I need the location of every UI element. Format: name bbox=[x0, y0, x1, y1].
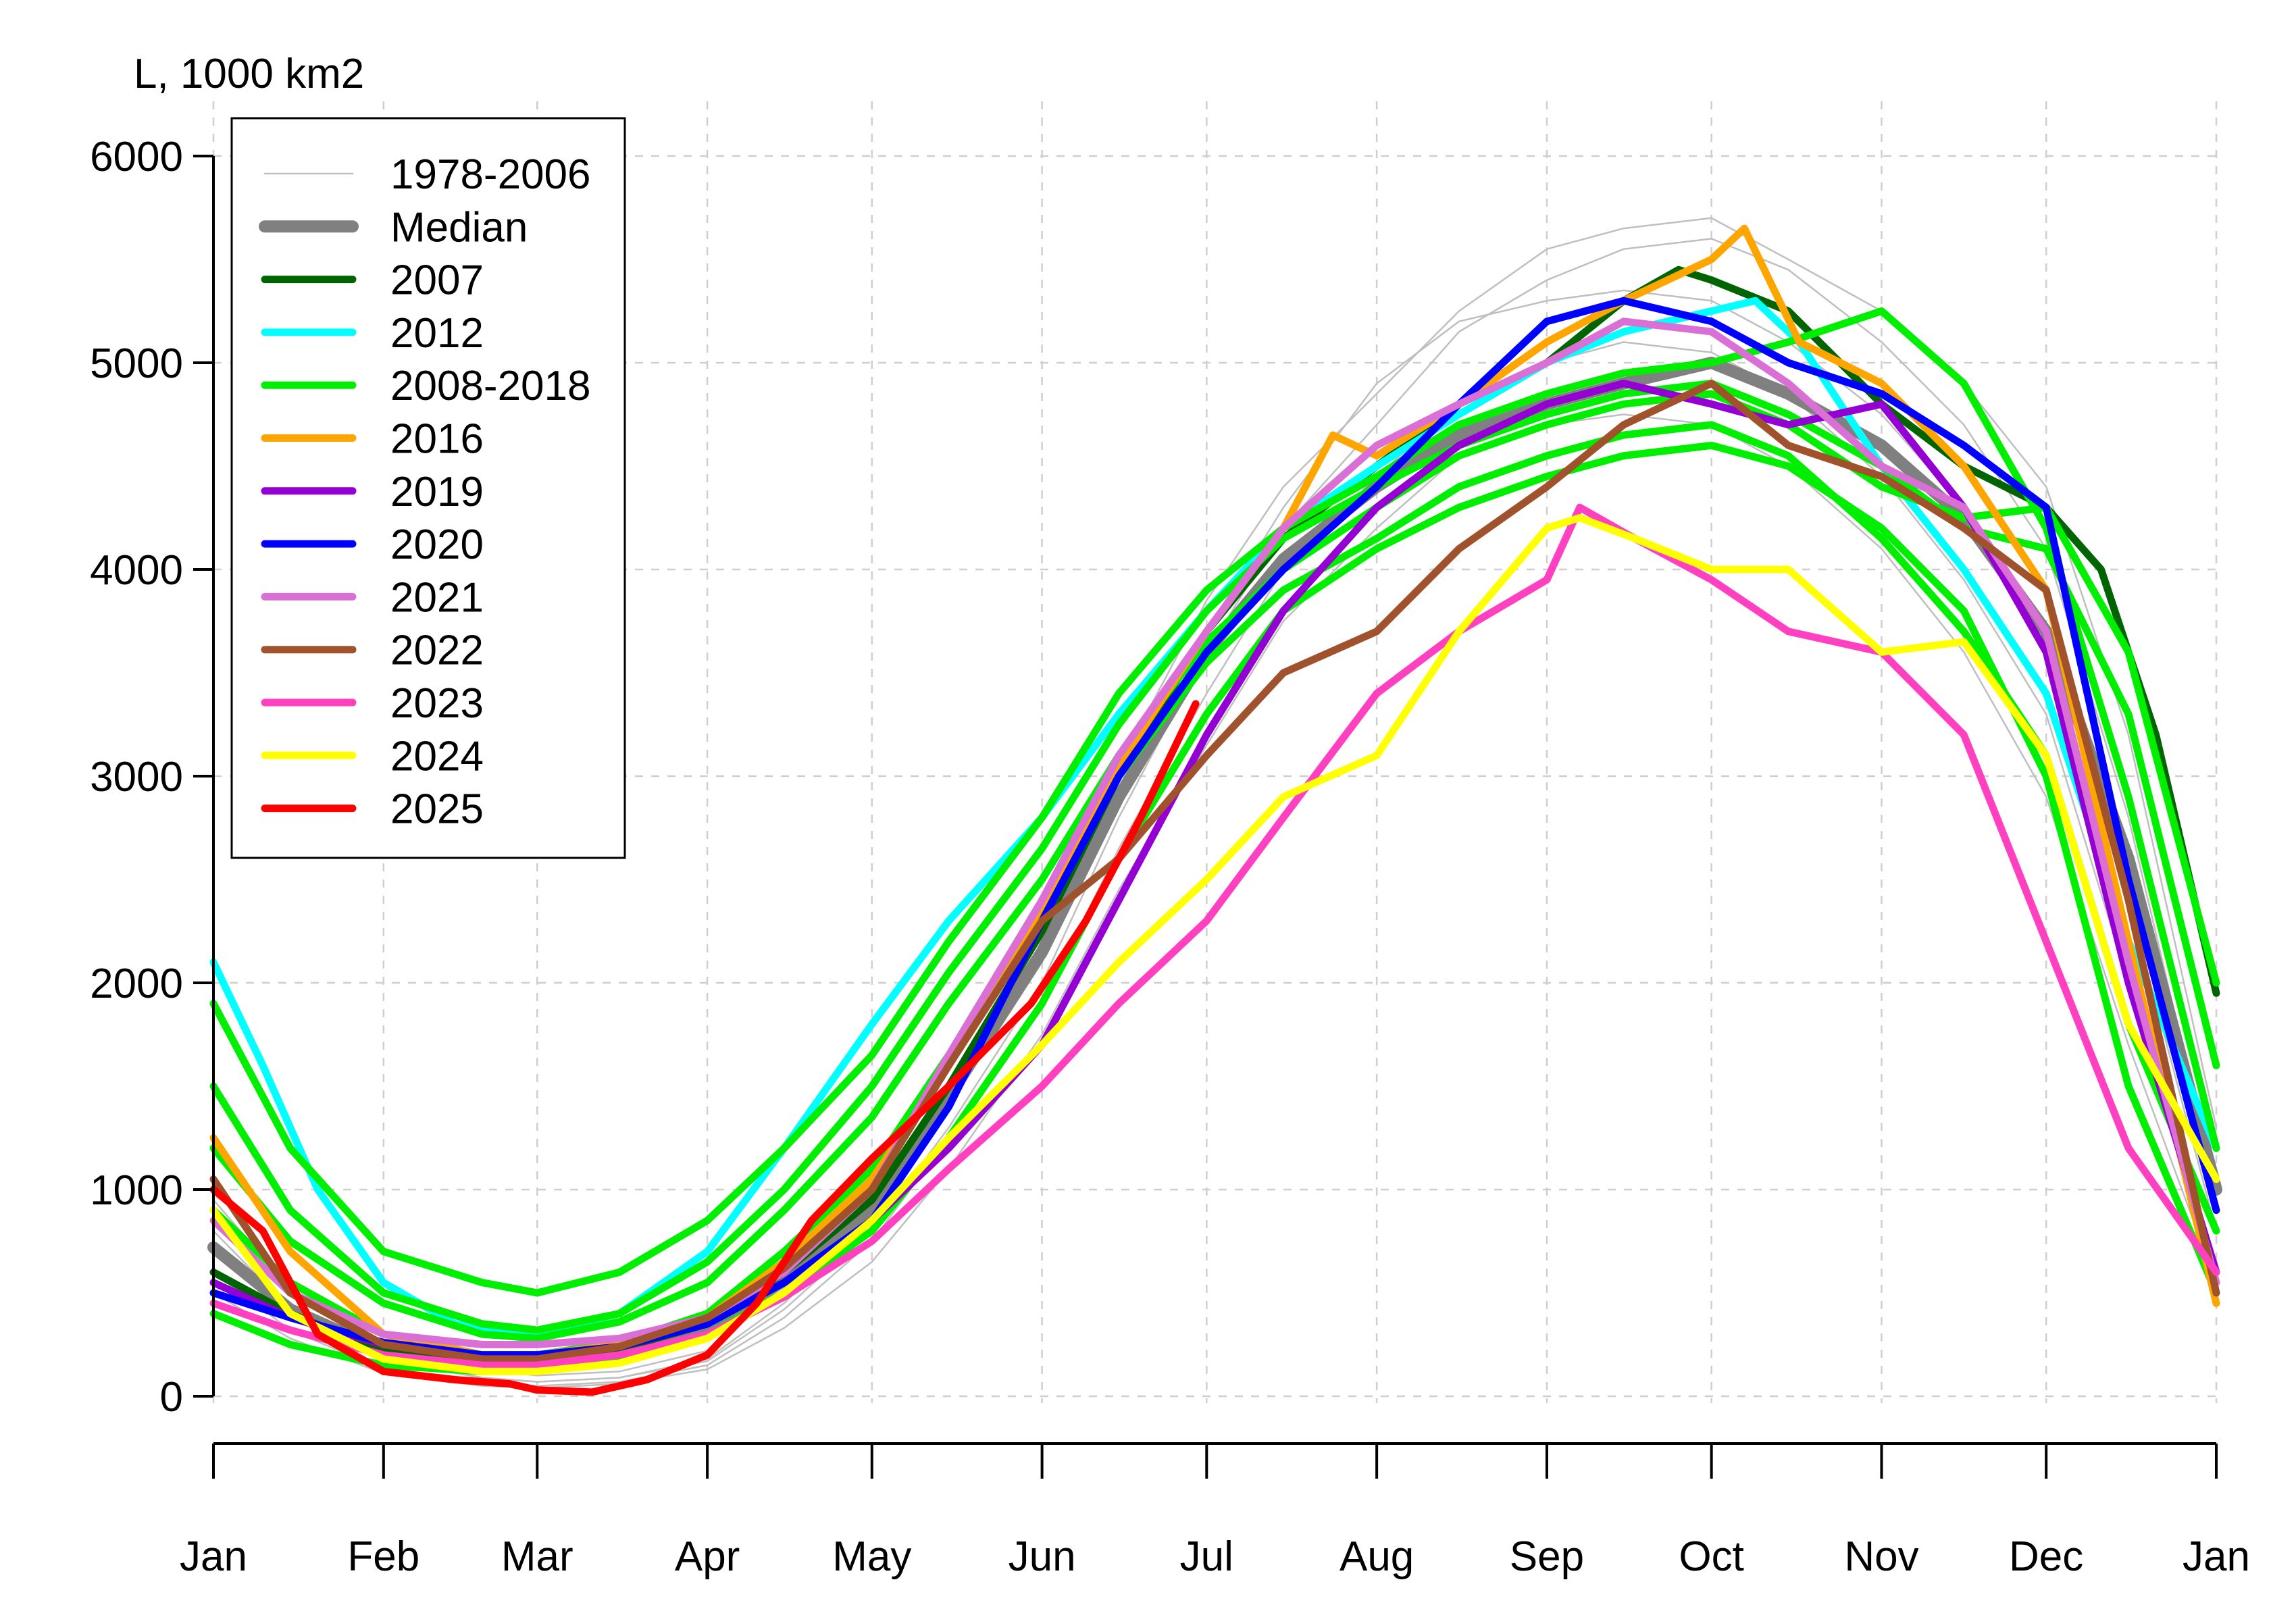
legend-label: 2023 bbox=[390, 680, 484, 727]
x-tick-label: Nov bbox=[1844, 1533, 1918, 1580]
series-line-2020 bbox=[209, 297, 2220, 1359]
legend-label: 2007 bbox=[390, 257, 484, 304]
series-line-2025 bbox=[209, 700, 1200, 1396]
legend-label: 2024 bbox=[390, 733, 484, 780]
x-tick-label: Feb bbox=[347, 1533, 419, 1580]
y-tick-label: 6000 bbox=[90, 134, 183, 180]
series-line-2021 bbox=[209, 317, 2220, 1348]
y-tick-label: 0 bbox=[160, 1374, 183, 1421]
series-line-2023 bbox=[209, 503, 2220, 1369]
legend-label: 1978-2006 bbox=[390, 151, 591, 198]
y-tick-label: 1000 bbox=[90, 1167, 183, 1214]
x-tick-label: Jul bbox=[1180, 1533, 1233, 1580]
y-tick-label: 2000 bbox=[90, 961, 183, 1007]
legend-label: 2025 bbox=[390, 786, 484, 833]
legend-label: 2008-2018 bbox=[390, 363, 591, 409]
x-tick-label: Jan bbox=[2183, 1533, 2250, 1580]
y-tick-label: 5000 bbox=[90, 340, 183, 387]
x-tick-label: Jun bbox=[1009, 1533, 1076, 1580]
x-tick-label: Jan bbox=[180, 1533, 247, 1580]
x-tick-label: Dec bbox=[2009, 1533, 2083, 1580]
x-tick-label: Aug bbox=[1340, 1533, 1414, 1580]
x-tick-label: Oct bbox=[1679, 1533, 1743, 1580]
y-tick-label: 3000 bbox=[90, 754, 183, 800]
y-axis-title: L, 1000 km2 bbox=[134, 51, 364, 97]
series-line-2008-2018 bbox=[209, 307, 2220, 1297]
legend-label: 2016 bbox=[390, 416, 484, 463]
y-tick-label: 4000 bbox=[90, 547, 183, 594]
legend-label: 2012 bbox=[390, 310, 484, 357]
x-tick-label: Sep bbox=[1510, 1533, 1584, 1580]
x-tick-label: Apr bbox=[675, 1533, 740, 1580]
legend-label: Median bbox=[390, 204, 528, 251]
legend: 1978-2006 Median 2007 2012 2008-2018 2016 2019… bbox=[230, 117, 626, 859]
x-tick-label: Mar bbox=[501, 1533, 573, 1580]
series-line-2008-2018 bbox=[209, 390, 2220, 1342]
series-line-2024 bbox=[209, 514, 2220, 1375]
legend-label: 2022 bbox=[390, 628, 484, 674]
x-tick-label: May bbox=[832, 1533, 911, 1580]
series-lines bbox=[207, 217, 2222, 1396]
legend-label: 2019 bbox=[390, 469, 484, 515]
legend-label: 2021 bbox=[390, 574, 484, 621]
legend-label: 2020 bbox=[390, 521, 484, 568]
series-line-2022 bbox=[209, 380, 2220, 1363]
axes: 0 1000 2000 3000 4000 5000 6000 Jan Feb Mar Apr May… bbox=[90, 134, 2250, 1580]
